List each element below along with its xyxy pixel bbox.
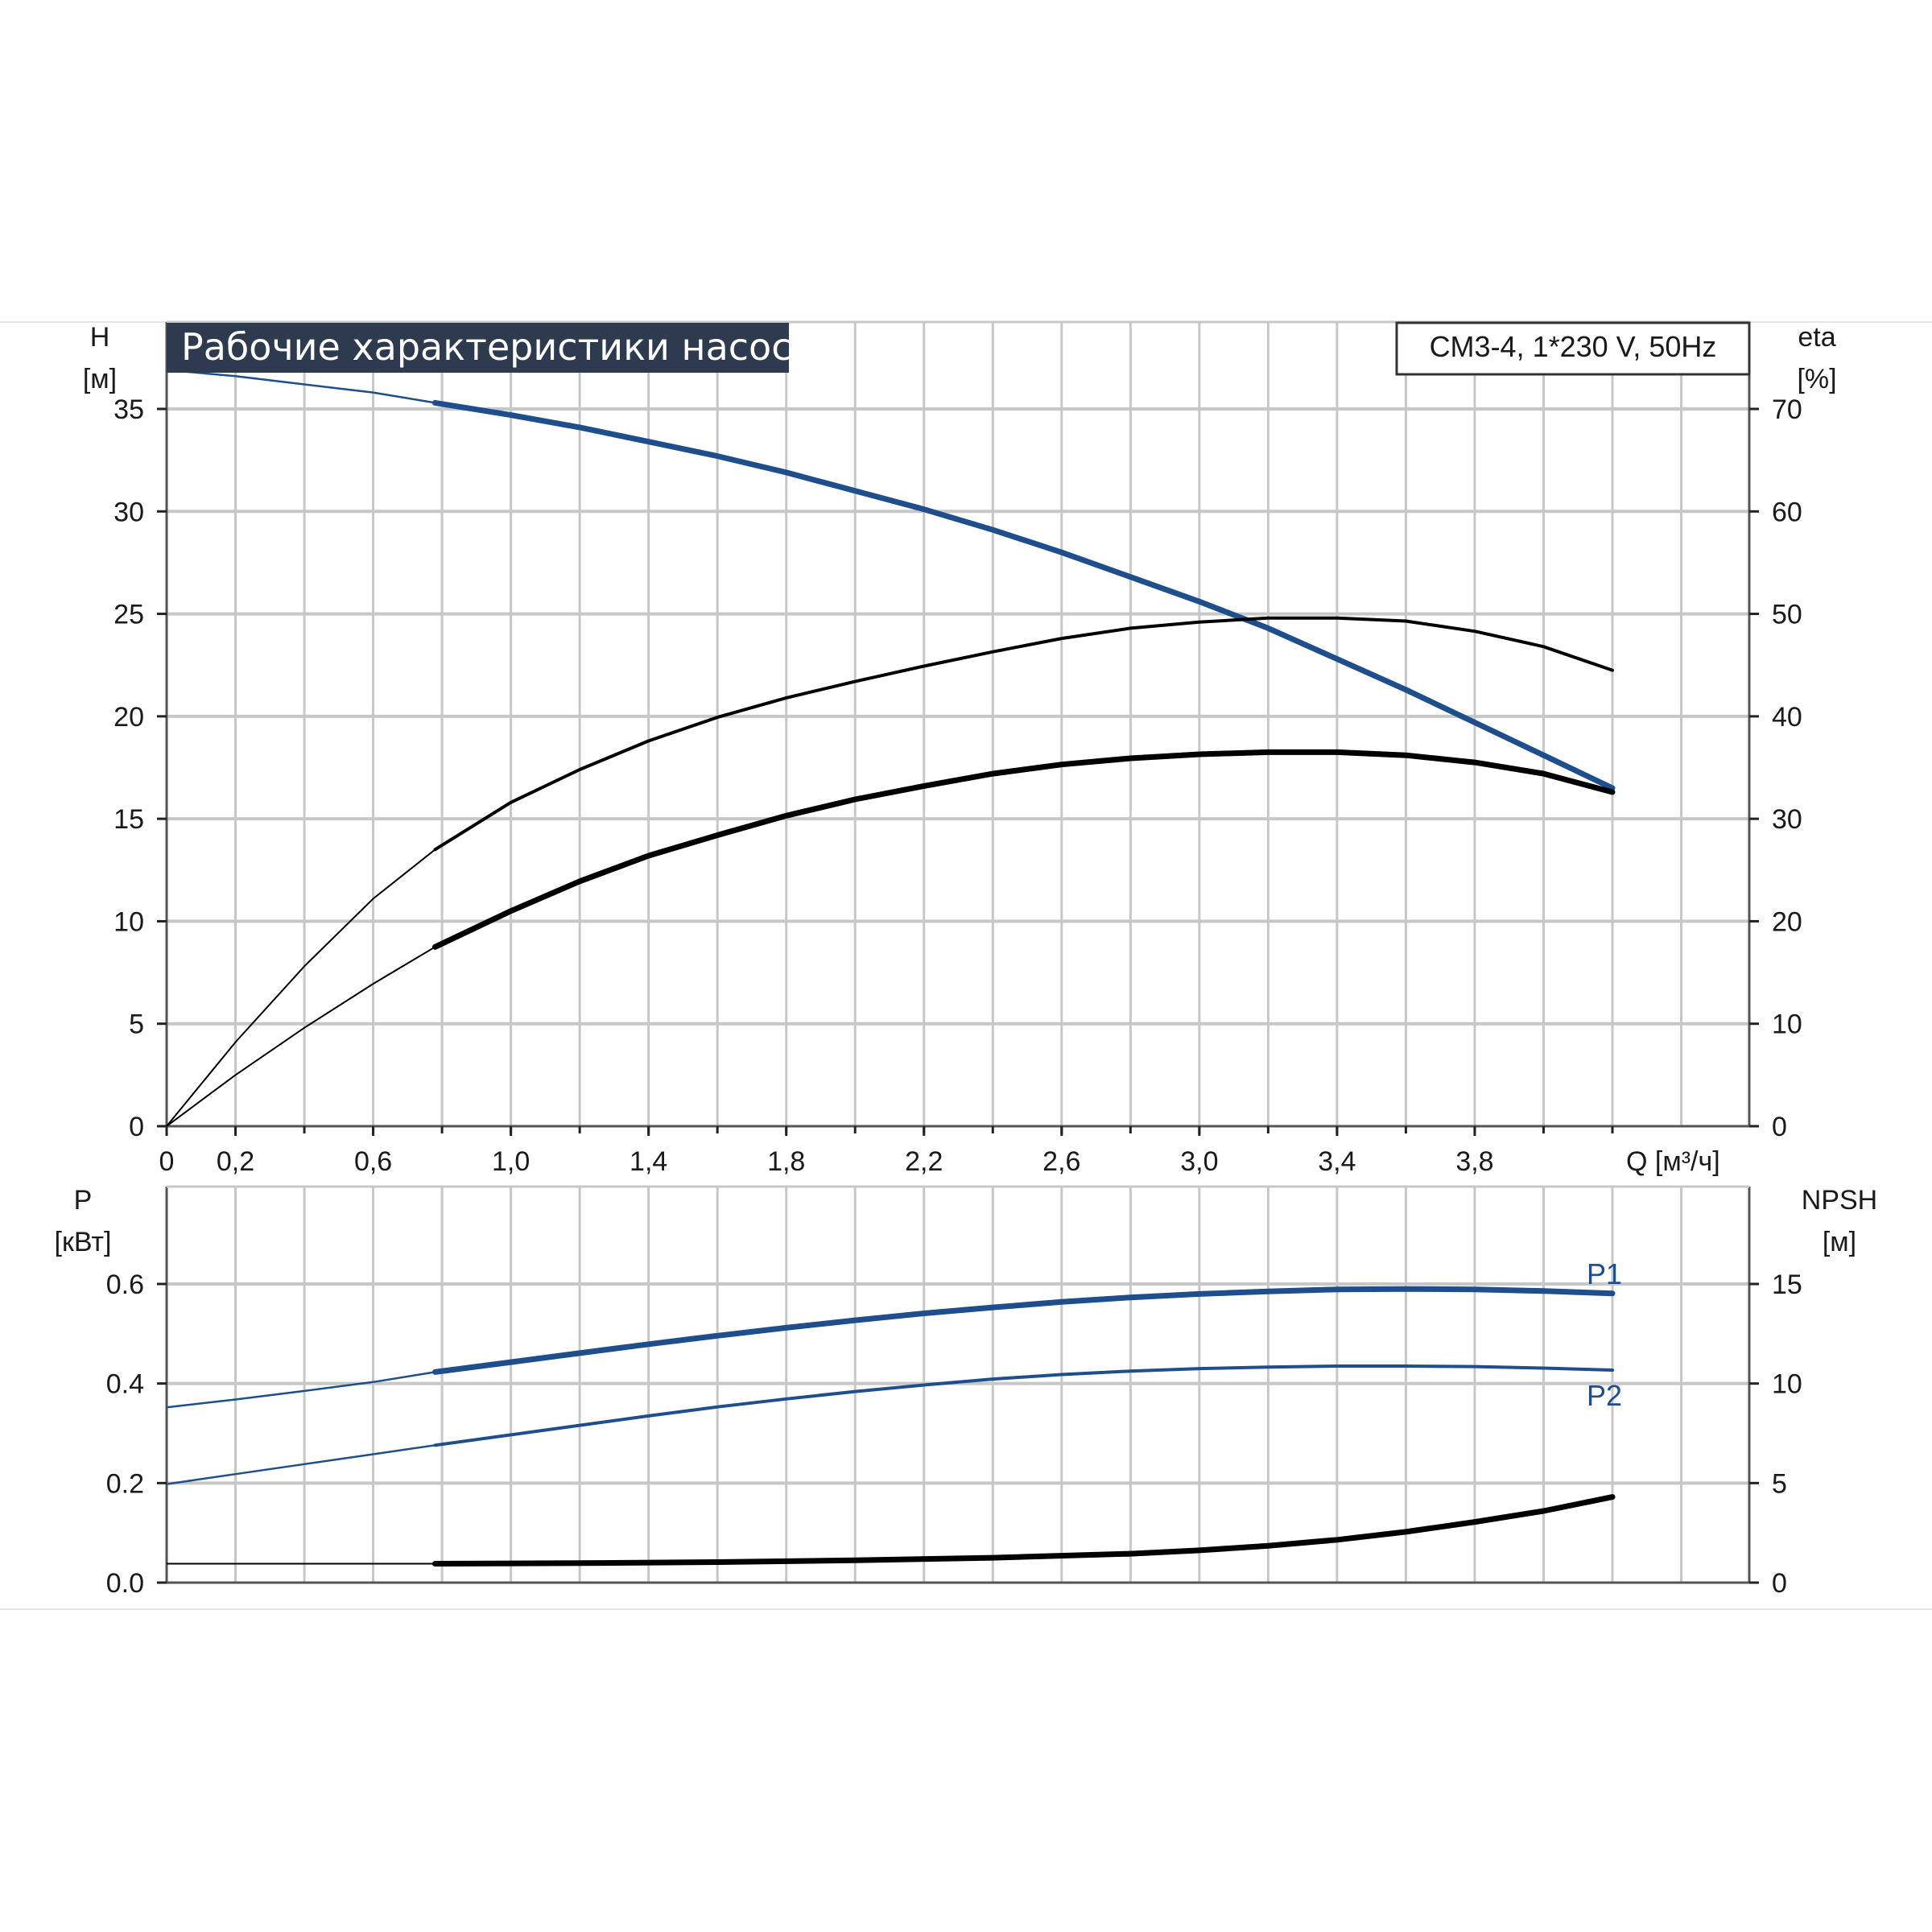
bottom-ticks: 0.0 0.2 0.4 0.6 0 5 10 15 (106, 1269, 1802, 1599)
y-right-label-top: eta (1798, 322, 1835, 353)
y-left-tick-label: 0 (129, 1112, 144, 1142)
x-tick-label: 2,2 (905, 1146, 943, 1177)
series-line-extrapolated (166, 1371, 436, 1409)
y-right-tick-label: 70 (1772, 394, 1802, 425)
y-left-tick-label: 15 (114, 804, 144, 835)
x-tick-label: 3,4 (1318, 1146, 1356, 1177)
x-axis-label: Q [м³/ч] (1626, 1146, 1720, 1177)
series-line (433, 616, 1614, 852)
y-right-tick-label: 15 (1772, 1269, 1802, 1300)
series-label-p1: P1 (1587, 1257, 1622, 1290)
y-left-unit-bottom: [кВт] (55, 1227, 112, 1257)
y-left-tick-label: 35 (114, 394, 144, 425)
x-tick-label: 2,6 (1042, 1146, 1080, 1177)
y-right-tick-label: 5 (1772, 1468, 1787, 1499)
y-right-tick-label: 0 (1772, 1568, 1787, 1599)
y-left-tick-label: 30 (114, 497, 144, 527)
x-tick-label: 0,6 (354, 1146, 392, 1177)
y-right-unit-bottom: [м] (1823, 1227, 1856, 1257)
y-left-tick-label: 5 (129, 1009, 144, 1040)
series-line (432, 749, 1616, 950)
x-tick-label: 0 (159, 1146, 175, 1177)
top-grid (167, 322, 1749, 1126)
y-right-unit-top: [%] (1797, 364, 1836, 394)
series-line (433, 1364, 1614, 1447)
title-box (167, 323, 789, 373)
series-line-extrapolated (166, 369, 436, 404)
series-line (432, 1286, 1616, 1375)
y-left-tick-label: 0.2 (106, 1468, 144, 1499)
y-left-tick-label: 10 (114, 906, 144, 937)
model-box (1395, 321, 1751, 376)
top-axes (165, 320, 1751, 1128)
y-right-tick-label: 20 (1772, 906, 1802, 937)
chart-title: Рабочие характеристики насоса (181, 325, 815, 369)
y-left-tick-label: 25 (114, 600, 144, 630)
y-right-tick-label: 10 (1772, 1369, 1802, 1400)
series-line (432, 1494, 1616, 1567)
y-left-tick-label: 20 (114, 702, 144, 733)
y-right-tick-label: 0 (1772, 1112, 1787, 1142)
series-line-extrapolated (166, 946, 436, 1127)
y-right-tick-label: 50 (1772, 600, 1802, 630)
x-tick-label: 1,4 (630, 1146, 667, 1177)
y-left-label-top: H (90, 322, 110, 353)
series-line-extrapolated (166, 848, 436, 1127)
bottom-series (166, 1286, 1616, 1567)
series-label-p2: P2 (1587, 1379, 1622, 1412)
bottom-grid (167, 1187, 1749, 1583)
y-left-tick-label: 0.6 (106, 1269, 144, 1300)
x-tick-label: 1,0 (492, 1146, 530, 1177)
x-tick-label: 0,2 (217, 1146, 254, 1177)
y-left-tick-label: 0.0 (106, 1568, 144, 1599)
y-right-tick-label: 60 (1772, 497, 1802, 527)
y-right-tick-label: 30 (1772, 804, 1802, 835)
model-label: CM3-4, 1*230 V, 50Hz (1430, 330, 1717, 363)
top-ticks: 0 5 10 15 20 25 30 35 0 10 20 30 40 50 60 70 0 0,2 0,6 1,0 1… (114, 394, 1802, 1177)
series-line (432, 399, 1616, 791)
y-right-tick-label: 40 (1772, 702, 1802, 733)
y-right-tick-label: 10 (1772, 1009, 1802, 1040)
x-tick-label: 3,0 (1180, 1146, 1218, 1177)
y-left-unit-top: [м] (83, 364, 117, 394)
y-right-label-bottom: NPSH (1802, 1185, 1877, 1216)
power-npsh-plot: 0.0 0.2 0.4 0.6 0 5 10 15 (106, 1185, 1802, 1599)
y-left-tick-label: 0.4 (106, 1369, 144, 1400)
top-series (166, 369, 1616, 1127)
x-tick-label: 3,8 (1455, 1146, 1493, 1177)
y-left-label-bottom: P (74, 1185, 93, 1216)
series-line-extrapolated (166, 1444, 436, 1485)
x-tick-label: 1,8 (767, 1146, 805, 1177)
head-efficiency-plot: 0 5 10 15 20 25 30 35 0 10 20 30 40 50 60 70 0 0,2 0,6 1,0 1… (114, 320, 1802, 1177)
